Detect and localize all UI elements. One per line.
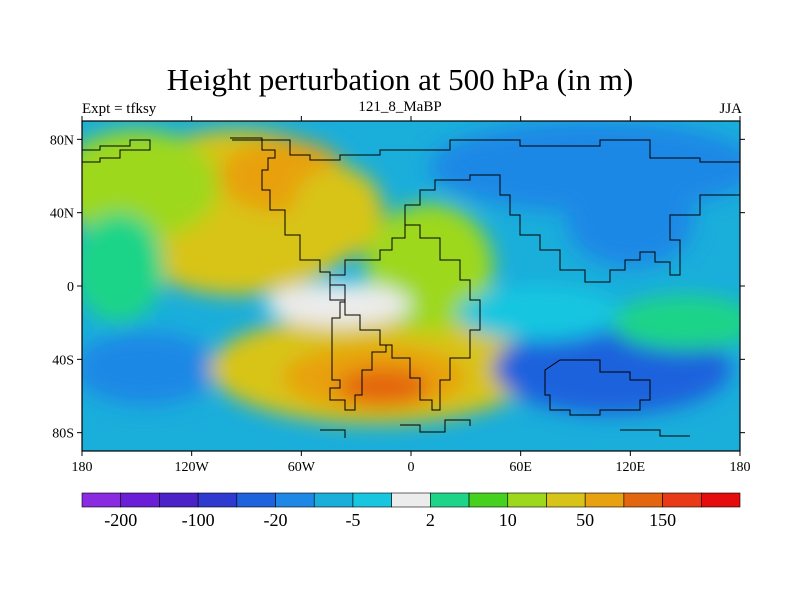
colorbar-box-15 (662, 492, 702, 508)
colorbar-label-3: -5 (345, 510, 360, 530)
field-layer (82, 121, 740, 424)
colorbar-box-13 (584, 492, 625, 508)
colorbar-label-4: 2 (426, 510, 435, 530)
y-axis: 80N 40N 0 40S 80S (50, 133, 745, 442)
field-blob-13 (456, 286, 622, 341)
map-area (82, 121, 740, 451)
x-tick-label-6: 180 (730, 460, 751, 475)
x-tick-label-0: 180 (72, 460, 93, 475)
colorbar-box-8 (391, 492, 431, 508)
colorbar-box-14 (623, 492, 663, 508)
x-tick-label-4: 60E (509, 460, 532, 475)
chart-title: Height perturbation at 500 hPa (in m) (166, 62, 634, 97)
colorbar-box-0 (81, 492, 122, 508)
y-tick-label-1: 40N (50, 207, 74, 222)
colorbar-label-1: -100 (182, 510, 215, 530)
field-blob-7 (337, 368, 430, 406)
colorbar-box-3 (197, 492, 238, 508)
y-tick-label-3: 40S (52, 353, 74, 368)
colorbar-box-16 (700, 492, 741, 508)
x-tick-label-5: 120E (616, 460, 646, 475)
field-blob-2 (292, 166, 384, 259)
colorbar-box-7 (352, 492, 392, 508)
field-blob-4 (82, 331, 220, 406)
colorbar-label-5: 10 (499, 510, 517, 530)
colorbar-box-11 (507, 492, 547, 508)
colorbar: -200 -100 -20 -5 2 10 50 150 (81, 492, 741, 530)
coastline-australia (544, 359, 651, 416)
colorbar-box-2 (159, 492, 199, 508)
y-tick-label-4: 80S (52, 427, 74, 442)
coastlines (82, 137, 740, 438)
coastline-antarctica (320, 419, 690, 438)
colorbar-box-6 (313, 492, 354, 508)
colorbar-label-6: 50 (576, 510, 594, 530)
season-label: JJA (719, 101, 742, 117)
field-blob-12 (264, 282, 411, 327)
colorbar-box-4 (236, 492, 276, 508)
colorbar-label-0: -200 (104, 510, 137, 530)
x-tick-label-2: 60W (288, 460, 316, 475)
coastline-north (82, 139, 740, 163)
colorbar-box-1 (120, 492, 160, 508)
x-tick-label-1: 120W (175, 460, 210, 475)
field-blob-15 (82, 212, 165, 323)
x-tick-label-3: 0 (408, 460, 415, 475)
colorbar-box-10 (468, 492, 509, 508)
run-label: 121_8_MaBP (358, 99, 442, 115)
x-axis: 180 120W 60W 0 60E 120E 180 (72, 116, 751, 475)
coastline-africa (329, 224, 481, 411)
colorbar-box-9 (430, 492, 470, 508)
coastline-americas (230, 137, 392, 411)
coastline-eurasia (404, 174, 740, 283)
colorbar-box-5 (275, 492, 315, 508)
colorbar-label-7: 150 (649, 510, 676, 530)
field-blob-14 (612, 295, 740, 351)
y-tick-label-2: 0 (67, 280, 74, 295)
y-tick-label-0: 80N (50, 133, 74, 148)
experiment-label: Expt = tfksy (82, 101, 157, 117)
colorbar-label-2: -20 (264, 510, 288, 530)
colorbar-box-12 (546, 492, 586, 508)
field-blob-10 (566, 176, 695, 268)
